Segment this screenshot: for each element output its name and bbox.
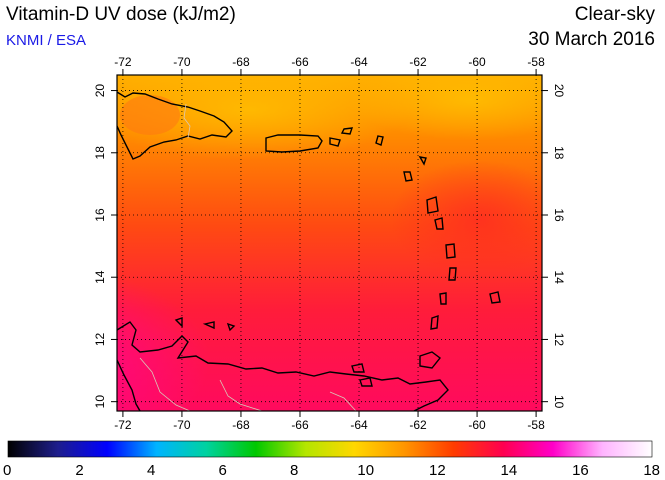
lon-tick-label: -64 xyxy=(350,418,368,432)
lat-tick-label: 12 xyxy=(93,332,107,346)
lat-tick-label: 14 xyxy=(93,270,107,284)
lat-tick-label: 20 xyxy=(93,84,107,98)
lon-tick-label: -68 xyxy=(232,55,250,69)
colorbar-tick-label: 16 xyxy=(572,462,589,479)
lon-tick-label: -68 xyxy=(232,418,250,432)
colorbar-tick-label: 6 xyxy=(218,462,226,479)
lat-tick-label: 10 xyxy=(93,395,107,409)
lat-tick-label: 10 xyxy=(552,395,566,409)
borders xyxy=(139,103,357,411)
lat-ticks-right: 10 12 14 16 18 20 xyxy=(542,84,566,409)
map-title: Vitamin-D UV dose (kJ/m2) xyxy=(6,4,236,25)
colorbar-tick-label: 4 xyxy=(147,462,155,479)
colorbar-tick-label: 8 xyxy=(290,462,298,479)
colorbar-tick-label: 14 xyxy=(501,462,518,479)
map-frame xyxy=(116,74,543,412)
lon-tick-label: -72 xyxy=(114,418,132,432)
credit-label: KNMI / ESA xyxy=(6,32,87,49)
lon-ticks-top: -72 -70 -68 -66 -64 -62 -60 -58 xyxy=(114,55,545,75)
lon-tick-label: -60 xyxy=(468,418,486,432)
lat-tick-label: 12 xyxy=(552,333,566,347)
lon-tick-label: -64 xyxy=(350,55,368,69)
lat-tick-label: 18 xyxy=(552,146,566,160)
lon-tick-label: -70 xyxy=(173,418,191,432)
colorbar xyxy=(7,440,653,458)
colorbar-tick-label: 2 xyxy=(75,462,83,479)
sky-mode-label: Clear-sky xyxy=(574,4,655,25)
lon-tick-label: -62 xyxy=(409,55,427,69)
gridlines xyxy=(117,75,542,411)
lat-tick-label: 16 xyxy=(552,208,566,222)
uv-field xyxy=(117,75,542,411)
lat-tick-label: 16 xyxy=(93,208,107,222)
colorbar-tick-label: 12 xyxy=(429,462,446,479)
colorbar-tick-label: 0 xyxy=(3,462,11,479)
lat-tick-label: 20 xyxy=(552,84,566,98)
lon-tick-label: -70 xyxy=(173,55,191,69)
colorbar-labels: 0 2 4 6 8 10 12 14 16 18 xyxy=(3,462,660,479)
lon-tick-label: -62 xyxy=(409,418,427,432)
lon-tick-label: -60 xyxy=(468,55,486,69)
colorbar-tick-label: 10 xyxy=(357,462,374,479)
lat-ticks-left: 10 12 14 16 18 20 xyxy=(93,84,117,409)
colorbar-tick-label: 18 xyxy=(643,462,660,479)
coastlines xyxy=(117,91,501,411)
lon-ticks-bottom: -72 -70 -68 -66 -64 -62 -60 -58 xyxy=(114,411,545,432)
lon-tick-label: -66 xyxy=(291,55,309,69)
lat-tick-label: 18 xyxy=(93,146,107,160)
lon-tick-label: -72 xyxy=(114,55,132,69)
lat-tick-label: 14 xyxy=(552,271,566,285)
lon-tick-label: -58 xyxy=(527,418,545,432)
date-label: 30 March 2016 xyxy=(528,29,655,50)
lon-tick-label: -58 xyxy=(527,55,545,69)
lon-tick-label: -66 xyxy=(291,418,309,432)
